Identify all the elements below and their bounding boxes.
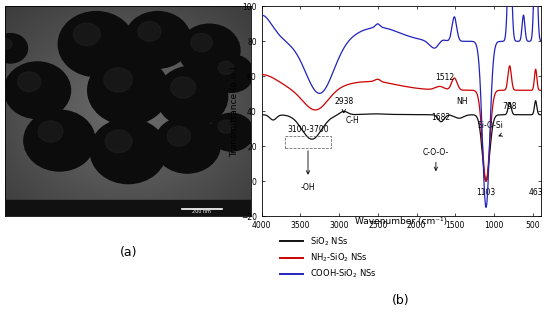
Circle shape (0, 39, 12, 49)
Text: 200 nm: 200 nm (192, 209, 211, 214)
Bar (5, 200, 251, 216)
Text: (b): (b) (392, 294, 410, 307)
Circle shape (167, 126, 191, 146)
Text: 3100-3700: 3100-3700 (287, 125, 329, 134)
Circle shape (209, 55, 253, 92)
Circle shape (191, 33, 212, 52)
Circle shape (17, 72, 41, 92)
Text: 2938: 2938 (334, 97, 353, 113)
Circle shape (154, 116, 221, 173)
Circle shape (218, 61, 234, 74)
Text: 463: 463 (529, 188, 543, 197)
Text: (a): (a) (120, 245, 137, 259)
Circle shape (24, 110, 95, 171)
Circle shape (218, 120, 234, 133)
Circle shape (157, 66, 228, 127)
Text: C-H: C-H (346, 116, 360, 125)
Bar (285, 136, 331, 148)
Y-axis label: Transmittance (a.u.): Transmittance (a.u.) (230, 66, 239, 157)
Circle shape (74, 23, 100, 46)
Text: NH: NH (456, 97, 468, 106)
Circle shape (105, 130, 132, 153)
Circle shape (138, 22, 161, 41)
Text: 1682: 1682 (431, 113, 451, 122)
Circle shape (38, 121, 63, 142)
Circle shape (90, 119, 167, 183)
Text: Si-O-Si: Si-O-Si (478, 121, 504, 130)
Circle shape (4, 62, 70, 119)
Legend: SiO$_2$ NSs, NH$_2$-SiO$_2$ NSs, COOH-SiO$_2$ NSs: SiO$_2$ NSs, NH$_2$-SiO$_2$ NSs, COOH-Si… (277, 232, 381, 284)
Text: Wavenumber (cm⁻¹): Wavenumber (cm⁻¹) (355, 217, 447, 225)
Circle shape (124, 11, 191, 68)
Text: 1512: 1512 (435, 73, 454, 81)
Circle shape (104, 68, 132, 92)
Circle shape (179, 24, 240, 77)
Text: 798: 798 (502, 102, 517, 111)
Circle shape (171, 77, 195, 98)
Circle shape (209, 113, 253, 151)
Circle shape (58, 11, 134, 77)
Text: C-O-O-: C-O-O- (423, 148, 449, 170)
Circle shape (88, 56, 169, 125)
Text: 1103: 1103 (477, 188, 496, 197)
Circle shape (0, 34, 27, 63)
Text: -OH: -OH (301, 183, 316, 192)
